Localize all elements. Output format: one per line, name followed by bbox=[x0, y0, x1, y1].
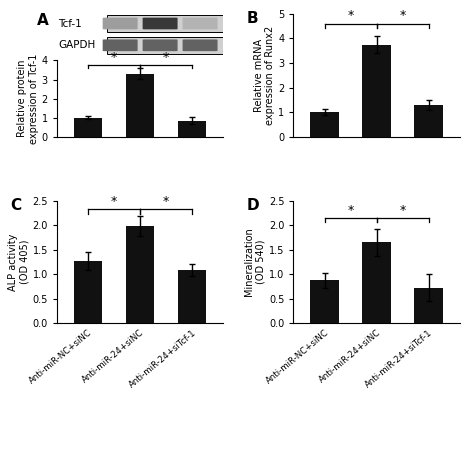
Bar bbox=[310, 280, 339, 323]
Y-axis label: ALP activity
(OD 405): ALP activity (OD 405) bbox=[8, 233, 29, 291]
Bar bbox=[178, 121, 207, 137]
FancyBboxPatch shape bbox=[182, 18, 218, 30]
Text: *: * bbox=[400, 9, 406, 23]
Bar bbox=[126, 226, 155, 323]
FancyBboxPatch shape bbox=[103, 18, 137, 30]
FancyBboxPatch shape bbox=[103, 39, 137, 51]
Bar bbox=[107, 15, 223, 32]
Text: Tcf-1: Tcf-1 bbox=[59, 19, 82, 29]
Text: D: D bbox=[246, 198, 259, 213]
Text: Anti-miR-24+siTcf-1: Anti-miR-24+siTcf-1 bbox=[128, 328, 198, 389]
Y-axis label: Mineralization
(OD 540): Mineralization (OD 540) bbox=[245, 228, 266, 296]
FancyBboxPatch shape bbox=[182, 39, 218, 51]
Text: *: * bbox=[111, 51, 117, 65]
Text: Anti-miR-24+siNC: Anti-miR-24+siNC bbox=[317, 328, 383, 385]
Bar bbox=[310, 112, 339, 137]
Text: Anti-miR-NC+siNC: Anti-miR-NC+siNC bbox=[27, 328, 94, 386]
FancyBboxPatch shape bbox=[143, 39, 178, 51]
Bar bbox=[414, 287, 443, 323]
Text: *: * bbox=[400, 204, 406, 217]
Bar bbox=[414, 105, 443, 137]
Text: Anti-miR-24+siTcf-1: Anti-miR-24+siTcf-1 bbox=[364, 328, 434, 389]
Text: Anti-miR-NC+siNC: Anti-miR-NC+siNC bbox=[264, 328, 330, 386]
Text: *: * bbox=[347, 204, 354, 217]
Bar bbox=[362, 44, 391, 137]
Text: *: * bbox=[163, 51, 169, 65]
Bar bbox=[74, 261, 102, 323]
Bar bbox=[362, 243, 391, 323]
FancyBboxPatch shape bbox=[143, 18, 178, 30]
Bar bbox=[107, 37, 223, 54]
Text: *: * bbox=[163, 195, 169, 208]
Text: A: A bbox=[37, 13, 49, 28]
Bar bbox=[178, 270, 207, 323]
Text: C: C bbox=[10, 198, 21, 213]
Bar bbox=[74, 118, 102, 137]
Text: GAPDH: GAPDH bbox=[59, 40, 96, 50]
Text: *: * bbox=[347, 9, 354, 23]
Y-axis label: Relative mRNA
expression of Runx2: Relative mRNA expression of Runx2 bbox=[254, 26, 275, 125]
Bar bbox=[126, 74, 155, 137]
Y-axis label: Relative protein
expression of Tcf-1: Relative protein expression of Tcf-1 bbox=[17, 54, 39, 144]
Text: *: * bbox=[111, 195, 117, 208]
Text: B: B bbox=[246, 12, 258, 26]
Text: Anti-miR-24+siNC: Anti-miR-24+siNC bbox=[81, 328, 146, 385]
